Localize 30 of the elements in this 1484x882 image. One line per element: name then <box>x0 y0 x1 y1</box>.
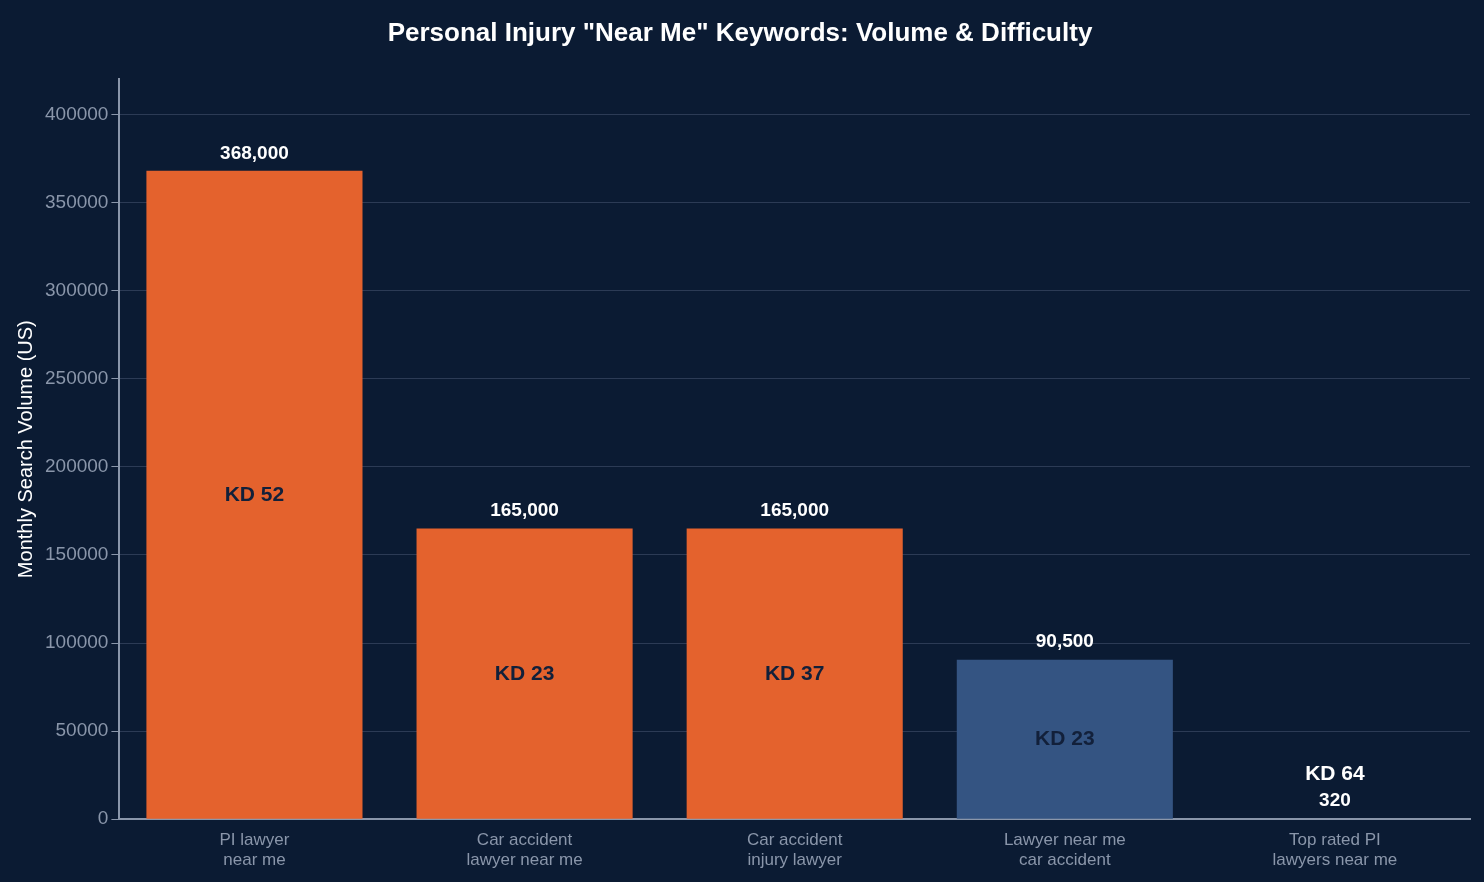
y-tick-label: 100000 <box>45 631 109 653</box>
x-tick-label: Car accident injury lawyer <box>746 830 843 870</box>
annotation: KD 37 <box>764 660 825 684</box>
x-tick-label: Top rated PI lawyers near me <box>1272 830 1398 870</box>
x-tick-label: Car accident lawyer near me <box>466 830 583 870</box>
annotation: KD 52 <box>224 481 285 505</box>
annotation: KD 23 <box>1035 726 1095 750</box>
data-label: 165,000 <box>760 499 830 521</box>
bar <box>686 528 903 819</box>
annotation: KD 23 <box>494 660 555 684</box>
y-tick-label: 250000 <box>45 366 109 388</box>
x-tick-label: PI lawyer near me <box>219 830 290 870</box>
bar <box>956 659 1173 819</box>
y-axis-title: Monthly Search Volume (US) <box>13 320 36 579</box>
bar <box>416 528 633 819</box>
y-tick-label: 350000 <box>45 190 109 212</box>
data-label: 90,500 <box>1035 630 1094 652</box>
data-label: 320 <box>1319 789 1351 811</box>
y-tick-label: 300000 <box>45 278 109 300</box>
y-tick-label: 150000 <box>45 543 109 565</box>
bar <box>146 170 363 819</box>
y-tick-label: 0 <box>97 807 109 829</box>
chart-title: Personal Injury "Near Me" Keywords: Volume & Difficulty <box>387 16 1093 47</box>
x-tick-label: Lawyer near me car accident <box>1003 830 1126 870</box>
data-label: 165,000 <box>490 499 559 521</box>
y-tick-label: 50000 <box>55 719 109 741</box>
y-tick-label: 200000 <box>45 455 109 477</box>
annotation: KD 64 <box>1305 761 1366 785</box>
y-tick-label: 400000 <box>45 102 109 124</box>
data-label: 368,000 <box>220 141 289 163</box>
